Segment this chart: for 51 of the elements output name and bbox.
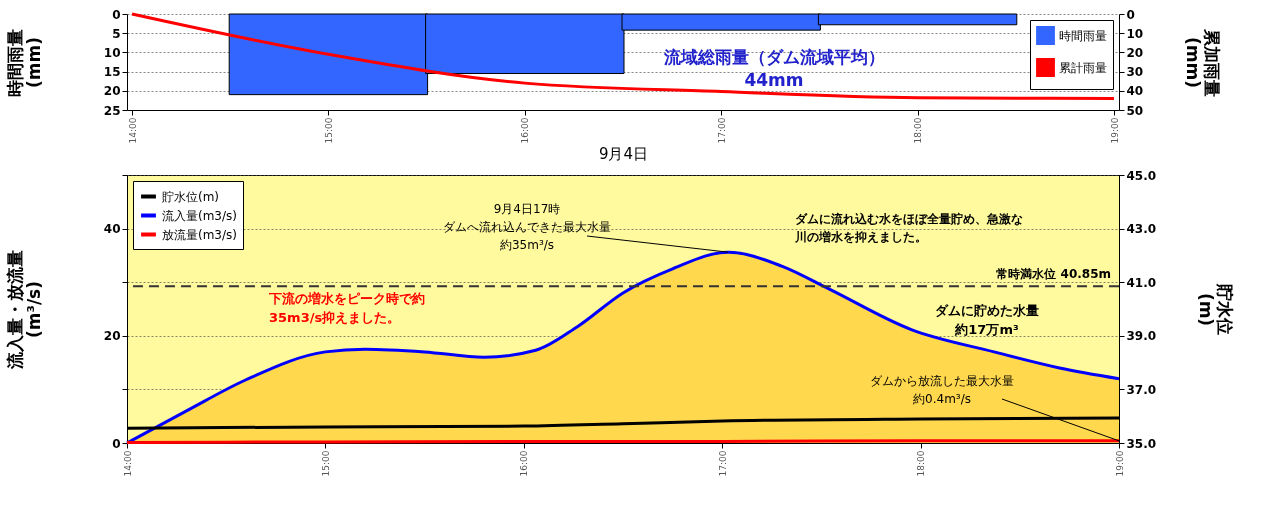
x-tick-label: 15:00	[323, 117, 334, 144]
legend-label: 累計雨量	[1059, 60, 1107, 75]
y2-axis-title: 累加雨量 (mm)	[1183, 27, 1223, 97]
y-tick-label: 15	[103, 65, 121, 80]
y2-tick-label: 35.0	[1126, 436, 1157, 451]
annotation: 流域総雨量（ダム流域平均）44mm	[662, 47, 885, 90]
annotation: 9月4日17時ダムへ流れ込んできた最大水量約35m³/s	[443, 202, 611, 252]
y-axis-title: 流入量・放流量 (m³/s)	[4, 250, 44, 370]
y2-tick-label: 50	[1126, 103, 1144, 118]
y2-axis-title: 貯水位 (m)	[1196, 283, 1236, 335]
ref-line-label: 常時満水位 40.85m	[996, 267, 1111, 282]
legend-label: 流入量(m3/s)	[162, 208, 237, 223]
line-series	[130, 12, 1116, 100]
y-tick-label: 0	[112, 7, 121, 22]
y-tick-label: 20	[103, 329, 121, 344]
x-tick-label: 15:00	[320, 450, 331, 477]
x-tick-label: 18:00	[916, 450, 927, 477]
legend-label: 放流量(m3/s)	[162, 227, 237, 242]
annotation: ダムに流れ込む水をほぼ全量貯め、急激な川の増水を抑えました。	[794, 212, 1023, 244]
y2-tick-label: 30	[1126, 65, 1144, 80]
x-tick-label: 14:00	[122, 450, 133, 477]
y2-tick-label: 40	[1126, 84, 1144, 99]
y-axis-title: 時間雨量 (mm)	[4, 28, 44, 97]
y-tick-label: 40	[103, 222, 121, 237]
y2-tick-label: 37.0	[1126, 382, 1157, 397]
x-tick-label: 17:00	[717, 450, 728, 477]
x-tick-label: 17:00	[716, 117, 727, 144]
y-tick-label: 10	[103, 45, 121, 60]
x-tick-label: 16:00	[520, 117, 531, 144]
y2-tick-label: 39.0	[1126, 329, 1157, 344]
x-tick-label: 19:00	[1114, 450, 1125, 477]
y2-tick-label: 41.0	[1126, 275, 1157, 290]
x-tick-label: 19:00	[1109, 117, 1120, 144]
y2-tick-label: 20	[1126, 45, 1144, 60]
x-axis-title: 9月4日	[598, 145, 649, 164]
x-tick-label: 18:00	[913, 117, 924, 144]
y2-tick-label: 45.0	[1126, 168, 1157, 183]
y2-tick-label: 0	[1126, 7, 1135, 22]
y-tick-label: 20	[103, 84, 121, 99]
y2-tick-label: 43.0	[1126, 222, 1157, 237]
annotation: 下流の増水をピーク時で約35m3/s抑えました。	[268, 291, 425, 325]
y-tick-label: 0	[112, 436, 121, 451]
annotation: ダムから放流した最大水量約0.4m³/s	[870, 374, 1014, 406]
y-tick-label: 25	[103, 103, 121, 118]
legend-label: 時間雨量	[1059, 28, 1107, 43]
annotation: ダムに貯めた水量約17万m³	[935, 303, 1039, 337]
x-tick-label: 14:00	[127, 117, 138, 144]
y2-tick-label: 10	[1126, 26, 1144, 41]
legend-label: 貯水位(m)	[162, 189, 220, 204]
x-tick-label: 16:00	[519, 450, 530, 477]
y-tick-label: 5	[112, 26, 121, 41]
